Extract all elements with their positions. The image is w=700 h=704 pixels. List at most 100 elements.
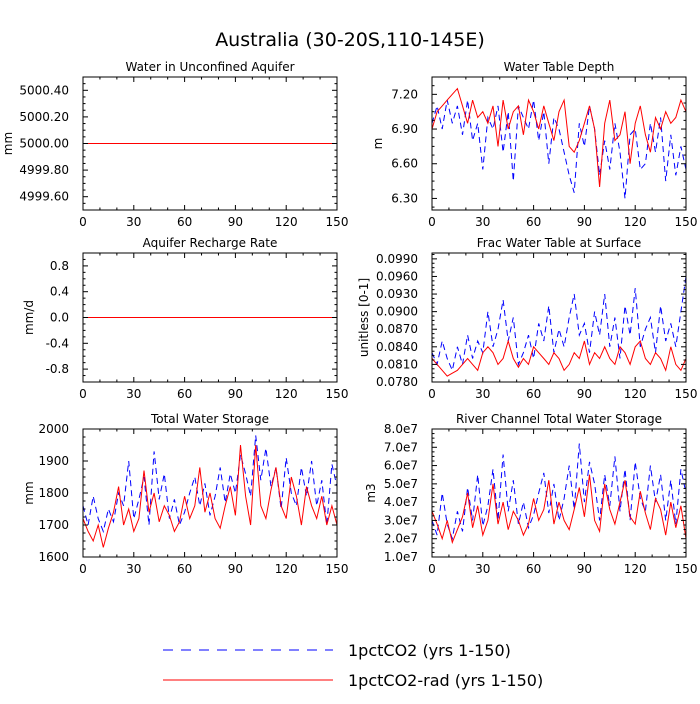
- y-tick-label: 0.8: [50, 259, 69, 273]
- legend-item-1: 1pctCO2 (yrs 1-150): [163, 641, 511, 660]
- x-tick-label: 0: [428, 562, 436, 576]
- chart-panel-5: Total Water Storage 0 30 60 90 120 150 1600 1700…: [22, 412, 348, 576]
- x-tick-label: 30: [475, 215, 490, 229]
- y-tick-label: 0.0930: [376, 287, 418, 301]
- x-tick-label: 120: [275, 387, 298, 401]
- x-tick-label: 150: [326, 215, 349, 229]
- y-tick-label: 6.30: [391, 191, 418, 205]
- y-tick-label: 0.0960: [376, 269, 418, 283]
- y-tick-label: 6.90: [391, 122, 418, 136]
- series-line-2: [432, 474, 686, 545]
- y-tick-label: 8.0e7: [384, 422, 418, 436]
- x-tick-label: 150: [326, 387, 349, 401]
- series-line-2: [432, 87, 686, 187]
- x-tick-label: 120: [624, 562, 647, 576]
- figure-title: Australia (30-20S,110-145E): [215, 29, 485, 51]
- chart-panel-4: Frac Water Table at Surface 0 30 60 90 120 150…: [357, 236, 697, 401]
- plot-frame: [431, 76, 687, 211]
- x-tick-label: 30: [475, 387, 490, 401]
- legend-item-2: 1pctCO2-rad (yrs 1-150): [163, 671, 543, 690]
- y-tick-label: -0.4: [46, 336, 69, 350]
- x-tick-label: 0: [79, 215, 87, 229]
- x-tick-label: 90: [228, 215, 243, 229]
- x-tick-label: 120: [624, 215, 647, 229]
- x-tick-label: 60: [177, 215, 192, 229]
- panel-title: Total Water Storage: [150, 412, 269, 426]
- x-tick-label: 0: [428, 215, 436, 229]
- y-tick-label: -0.8: [46, 362, 69, 376]
- panel-title: Water Table Depth: [504, 60, 615, 74]
- x-tick-label: 60: [177, 387, 192, 401]
- panel-title: River Channel Total Water Storage: [456, 412, 662, 426]
- y-tick-label: 1800: [38, 486, 69, 500]
- y-tick-label: 5000.40: [19, 83, 69, 97]
- x-tick-label: 60: [526, 562, 541, 576]
- y-axis-label: mm: [1, 132, 15, 155]
- y-tick-label: 4999.60: [19, 190, 69, 204]
- y-tick-label: 5000.20: [19, 110, 69, 124]
- y-tick-label: 0.0780: [376, 375, 418, 389]
- x-tick-label: 60: [526, 215, 541, 229]
- x-tick-label: 120: [275, 562, 298, 576]
- y-tick-label: 1900: [38, 454, 69, 468]
- x-tick-label: 150: [675, 215, 698, 229]
- y-tick-label: 0.4: [50, 285, 69, 299]
- y-axis-label: mm/d: [22, 300, 36, 335]
- legend-label: 1pctCO2-rad (yrs 1-150): [348, 671, 543, 690]
- legend: 1pctCO2 (yrs 1-150) 1pctCO2-rad (yrs 1-15…: [163, 641, 543, 690]
- y-tick-label: 1600: [38, 550, 69, 564]
- panel-title: Water in Unconfined Aquifer: [125, 60, 294, 74]
- series-line-1: [432, 276, 686, 372]
- x-tick-label: 150: [675, 387, 698, 401]
- legend-label: 1pctCO2 (yrs 1-150): [348, 641, 511, 660]
- x-tick-label: 90: [228, 387, 243, 401]
- x-tick-label: 90: [577, 387, 592, 401]
- series-line-1: [432, 443, 686, 541]
- x-tick-label: 0: [79, 562, 87, 576]
- x-tick-label: 30: [126, 387, 141, 401]
- y-tick-label: 2000: [38, 422, 69, 436]
- x-tick-label: 90: [577, 215, 592, 229]
- y-tick-label: 3.0e7: [384, 513, 418, 527]
- y-tick-label: 7.20: [391, 87, 418, 101]
- series-line-1: [83, 435, 337, 534]
- series-line-2: [83, 444, 337, 548]
- x-tick-label: 150: [326, 562, 349, 576]
- x-tick-label: 0: [79, 387, 87, 401]
- x-tick-label: 90: [577, 562, 592, 576]
- x-tick-label: 30: [126, 562, 141, 576]
- y-tick-label: 6.60: [391, 157, 418, 171]
- x-tick-label: 120: [624, 387, 647, 401]
- panels: Water in Unconfined Aquifer 0 30 60 90 120 150…: [1, 60, 697, 576]
- y-tick-label: 1.0e7: [384, 550, 418, 564]
- x-tick-label: 120: [275, 215, 298, 229]
- x-tick-label: 90: [228, 562, 243, 576]
- panel-title: Frac Water Table at Surface: [477, 236, 641, 250]
- chart-panel-3: Aquifer Recharge Rate 0 30 60 90 120 150 -0.8 -0…: [22, 236, 348, 401]
- y-tick-label: 4.0e7: [384, 495, 418, 509]
- plot-frame: [431, 252, 687, 383]
- x-tick-label: 60: [526, 387, 541, 401]
- y-tick-label: 0.0840: [376, 340, 418, 354]
- y-axis-label: mm: [22, 481, 36, 504]
- y-tick-label: 0.0810: [376, 357, 418, 371]
- x-tick-label: 150: [675, 562, 698, 576]
- y-tick-label: 2.0e7: [384, 532, 418, 546]
- chart-panel-2: Water Table Depth 0 30 60 90 120 150 6.30 6.60 6.…: [371, 60, 697, 229]
- x-tick-label: 60: [177, 562, 192, 576]
- y-axis-label: unitless [0-1]: [357, 278, 371, 357]
- y-tick-label: 5000.00: [19, 137, 69, 151]
- x-tick-label: 30: [126, 215, 141, 229]
- y-tick-label: 0.0870: [376, 322, 418, 336]
- y-tick-label: 0.0: [50, 311, 69, 325]
- y-tick-label: 0.0990: [376, 252, 418, 266]
- y-tick-label: 5.0e7: [384, 477, 418, 491]
- x-tick-label: 0: [428, 387, 436, 401]
- chart-panel-6: River Channel Total Water Storage 0 30 60 90…: [364, 412, 697, 576]
- panel-title: Aquifer Recharge Rate: [143, 236, 278, 250]
- y-axis-label: m3: [364, 483, 378, 502]
- y-tick-label: 1700: [38, 518, 69, 532]
- plot-frame: [431, 428, 687, 558]
